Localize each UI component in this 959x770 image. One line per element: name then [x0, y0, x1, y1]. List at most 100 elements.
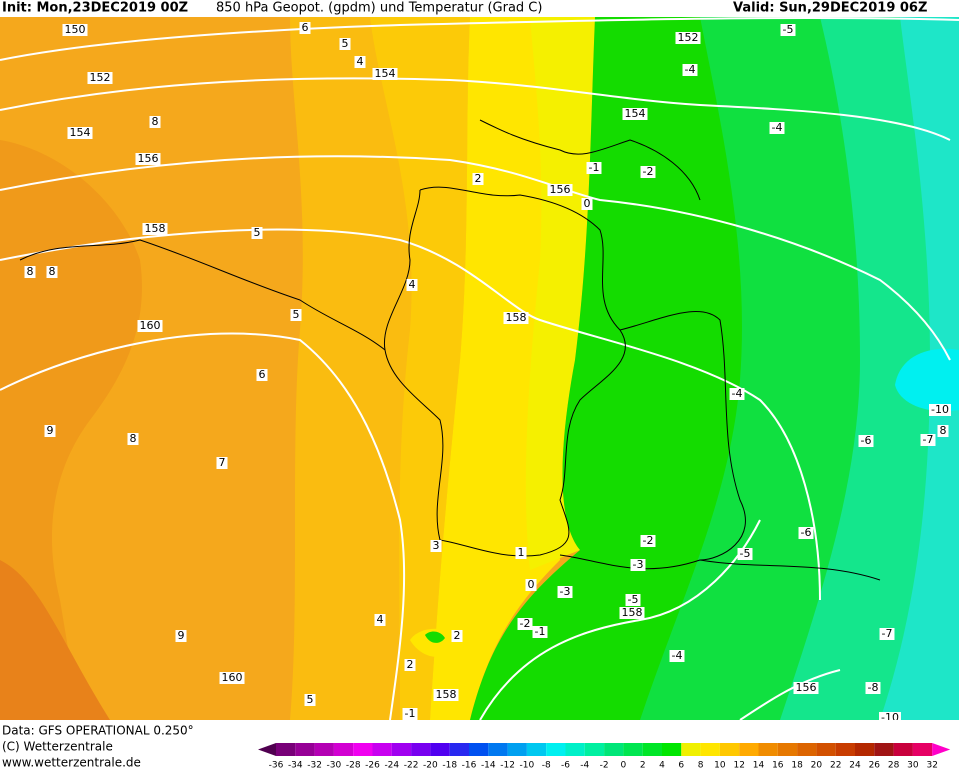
contour-label: 156 [796, 681, 817, 694]
contour-label: -1 [535, 625, 546, 638]
label-box [586, 162, 602, 174]
data-source: Data: GFS OPERATIONAL 0.250° [2, 724, 194, 738]
label-box [858, 435, 874, 447]
colorbar-label: 12 [733, 761, 744, 770]
colorbar-label: -8 [542, 761, 551, 770]
colorbar-label: 0 [621, 761, 627, 770]
colorbar-label: 8 [698, 761, 704, 770]
colorbar-label: -28 [346, 761, 361, 770]
colorbar-label: -22 [404, 761, 419, 770]
contour-label: 5 [342, 37, 349, 50]
colorbar-box [507, 743, 527, 756]
colorbar-box [719, 743, 740, 756]
label-box [354, 56, 366, 68]
label-box [472, 173, 484, 185]
contour-label: 5 [254, 226, 261, 239]
label-box [290, 309, 302, 321]
colorbar-label: -32 [307, 761, 322, 770]
label-box [402, 708, 418, 720]
contour-label: 150 [65, 23, 86, 36]
label-box [675, 32, 701, 44]
colorbar-label: -26 [365, 761, 380, 770]
contour-label: 152 [90, 71, 111, 84]
label-box [865, 682, 881, 694]
contour-label: 4 [377, 613, 384, 626]
label-box [451, 630, 463, 642]
label-box [640, 535, 656, 547]
label-box [339, 38, 351, 50]
contour-label: 1 [518, 546, 525, 559]
contour-label: -7 [882, 627, 893, 640]
contour-label: -4 [685, 63, 696, 76]
colorbar-box [276, 743, 296, 756]
contour-label: 2 [454, 629, 461, 642]
contour-label: -1 [405, 707, 416, 720]
label-box [879, 628, 895, 640]
colorbar-label: -6 [561, 761, 570, 770]
colorbar-box [526, 743, 547, 756]
contour-label: -4 [772, 121, 783, 134]
colorbar-box [855, 743, 875, 756]
label-box [304, 694, 316, 706]
contour-label: 5 [307, 693, 314, 706]
colorbar-label: -10 [520, 761, 535, 770]
contour-label: -1 [589, 161, 600, 174]
label-box [433, 689, 459, 701]
label-box [525, 579, 537, 591]
copyright: (C) Wetterzentrale [2, 740, 113, 754]
contour-label: 0 [584, 197, 591, 210]
label-box [44, 425, 56, 437]
colorbar-box [584, 743, 605, 756]
label-box [137, 320, 163, 332]
label-box [532, 626, 548, 638]
contour-label: 8 [130, 432, 137, 445]
contour-label: 158 [145, 222, 166, 235]
label-box [256, 369, 268, 381]
colorbar-box [469, 743, 489, 756]
label-box [630, 559, 646, 571]
label-box [87, 72, 113, 84]
contour-label: -5 [740, 547, 751, 560]
colorbar-label: 32 [926, 761, 937, 770]
contour-label: 154 [70, 126, 91, 139]
label-box [737, 548, 753, 560]
label-box [430, 540, 442, 552]
colorbar-box [816, 743, 836, 756]
contour-label: 5 [293, 308, 300, 321]
label-box [517, 618, 533, 630]
colorbar-box [642, 743, 662, 756]
colorbar-box [565, 743, 585, 756]
colorbar-label: -24 [384, 761, 399, 770]
label-box [622, 108, 648, 120]
label-box [299, 22, 311, 34]
label-box [135, 153, 161, 165]
colorbar-box [662, 743, 682, 756]
label-box [503, 312, 529, 324]
colorbar-box [893, 743, 913, 756]
colorbar-box [604, 743, 624, 756]
colorbar-label: -30 [327, 761, 342, 770]
contour-label: 3 [433, 539, 440, 552]
label-box [669, 650, 685, 662]
label-box [780, 24, 796, 36]
colorbar-box [430, 743, 450, 756]
label-box [515, 547, 527, 559]
label-box [216, 457, 228, 469]
label-box [67, 127, 93, 139]
map-title: 850 hPa Geopot. (gpdm) und Temperatur (G… [216, 1, 542, 16]
label-box [175, 630, 187, 642]
colorbar-box [411, 743, 431, 756]
isolines [0, 16, 959, 721]
colorbar-label: 24 [849, 761, 861, 770]
colorbar-box [391, 743, 412, 756]
contour-label: 6 [259, 368, 266, 381]
label-box [149, 116, 161, 128]
colorbar-label: 4 [659, 761, 665, 770]
label-box [619, 607, 645, 619]
contour-label: 8 [27, 265, 34, 278]
label-box [920, 434, 936, 446]
contour-label: 7 [219, 456, 226, 469]
label-box [625, 594, 641, 606]
